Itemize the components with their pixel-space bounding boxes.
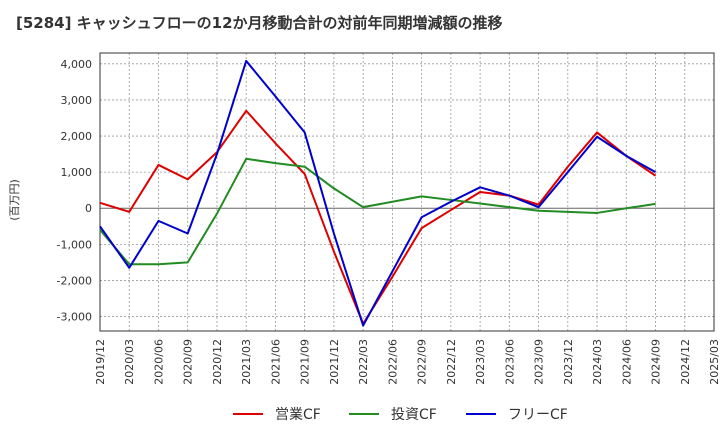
x-tick-label: 2019/12 [94, 339, 107, 385]
x-tick-label: 2020/06 [152, 339, 165, 385]
legend: 営業CF 投資CF フリーCF [233, 407, 568, 423]
x-tick-label: 2020/09 [182, 339, 195, 385]
x-tick-label: 2025/03 [708, 339, 720, 385]
grid [99, 53, 715, 331]
x-tick-label: 2021/06 [269, 339, 282, 385]
series-lines [99, 59, 657, 327]
x-tick-label: 2023/09 [533, 339, 546, 385]
y-tick-label: 2,000 [61, 130, 93, 143]
axes: -3,000 -2,000 -1,000 0 1,000 2,000 3,000 4,000 2… [8, 52, 720, 385]
x-tick-label: 2021/12 [328, 339, 341, 385]
x-tick-label: 2022/03 [357, 339, 370, 385]
x-tick-label: 2023/06 [503, 339, 516, 385]
x-tick-label: 2022/09 [416, 339, 429, 385]
plot-frame [99, 52, 715, 332]
legend-label-1: 営業CF [275, 407, 321, 423]
y-tick-label: -2,000 [57, 274, 92, 287]
y-tick-label: 1,000 [61, 166, 93, 179]
series-line-2 [99, 157, 656, 266]
x-tick-label: 2024/09 [650, 339, 663, 385]
x-tick-label: 2024/12 [679, 339, 692, 385]
x-tick-label: 2023/12 [562, 339, 575, 385]
y-axis-label: (百万円) [8, 179, 21, 221]
y-tick-label: 0 [85, 202, 92, 215]
y-tick-label: -3,000 [57, 311, 92, 324]
x-tick-label: 2024/03 [591, 339, 604, 385]
y-tick-label: -1,000 [57, 238, 92, 251]
legend-label-2: 投資CF [391, 407, 437, 423]
x-tick-label: 2021/03 [240, 339, 253, 385]
x-tick-label: 2020/03 [123, 339, 136, 385]
x-tick-label: 2021/09 [299, 339, 312, 385]
series-line-1 [99, 109, 657, 325]
x-tick-label: 2020/12 [211, 339, 224, 385]
chart-title: [5284] キャッシュフローの12か月移動合計の対前年同期増減額の推移 [16, 14, 503, 32]
x-tick-label: 2022/06 [386, 339, 399, 385]
legend-label-3: フリーCF [508, 407, 568, 423]
x-tick-label: 2022/12 [445, 339, 458, 385]
y-tick-label: 4,000 [61, 58, 93, 71]
x-tick-label: 2023/03 [474, 339, 487, 385]
series-line-3 [99, 59, 657, 327]
x-tick-label: 2024/06 [620, 339, 633, 385]
y-tick-label: 3,000 [61, 94, 93, 107]
